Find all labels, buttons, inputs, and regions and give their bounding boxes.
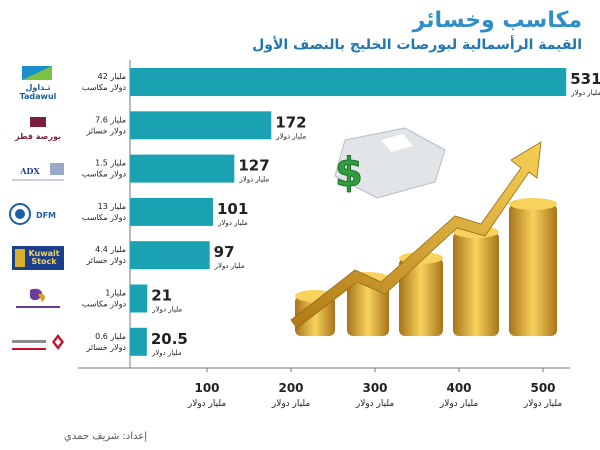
svg-text:Stock: Stock <box>31 257 57 266</box>
value-unit-label-3: مليار دولار <box>217 219 248 227</box>
change-amount-0: 42 مليار <box>98 72 126 81</box>
bahrain-bourse-logo <box>12 334 64 350</box>
gold-coins-growth-illustration: $ <box>290 127 557 336</box>
x-tick-label-4: 500 <box>530 381 555 395</box>
change-type-5: دولار مكاسب <box>82 300 127 309</box>
change-amount-5: 1مليار <box>105 289 126 298</box>
credit-text: إعداد: شريف حمدي <box>64 431 148 442</box>
change-amount-2: 1.5 مليار <box>95 159 126 168</box>
value-label-4: 97 <box>214 243 235 261</box>
change-type-6: دولار خسائر <box>85 343 126 352</box>
x-tick-label-0: 100 <box>194 381 219 395</box>
bar-0 <box>130 68 567 96</box>
change-amount-1: 7.6 مليار <box>95 115 126 124</box>
change-type-3: دولار مكاسب <box>82 213 127 222</box>
x-tick-label-1: 200 <box>278 381 303 395</box>
chart-subtitle: القيمة الرأسمالية لبورصات الخليج بالنصف … <box>252 37 582 53</box>
adx-logo: ADX <box>12 163 64 181</box>
value-label-3: 101 <box>217 200 248 218</box>
change-type-1: دولار خسائر <box>85 126 126 135</box>
value-unit-label-6: مليار دولار <box>151 349 182 357</box>
bar-4 <box>130 241 210 270</box>
puzzle-piece-icon <box>334 127 446 199</box>
qatar-exchange-logo: بورصة قطر <box>14 117 61 141</box>
chart-title: مكاسب وخسائر <box>412 8 582 33</box>
value-unit-label-5: مليار دولار <box>151 306 182 314</box>
bar-6 <box>130 327 147 356</box>
change-amount-3: 13 مليار <box>98 202 126 211</box>
value-label-1: 172 <box>275 113 306 131</box>
muscat-securities-logo <box>16 288 60 308</box>
value-label-6: 20.5 <box>151 330 188 348</box>
change-amount-6: 0.6 مليار <box>95 332 126 341</box>
value-label-5: 21 <box>151 287 172 305</box>
bar-1 <box>130 111 272 140</box>
change-type-2: دولار مكاسب <box>82 170 127 179</box>
dollar-sign-icon: $ <box>335 150 363 196</box>
svg-text:تـداول: تـداول <box>25 83 50 92</box>
x-tick-unit-1: مليار دولار <box>271 399 310 409</box>
bar-2 <box>130 154 235 183</box>
tadawul-logo: تـداول Tadawul <box>20 66 57 101</box>
x-tick-unit-2: مليار دولار <box>355 399 394 409</box>
svg-text:بورصة قطر: بورصة قطر <box>14 132 61 141</box>
rising-arrow-icon <box>290 141 542 329</box>
change-type-0: دولار مكاسب <box>82 83 127 92</box>
bar-3 <box>130 197 213 226</box>
svg-text:DFM: DFM <box>36 211 56 220</box>
x-tick-unit-0: مليار دولار <box>187 399 226 409</box>
value-unit-label-1: مليار دولار <box>275 132 306 140</box>
x-tick-unit-4: مليار دولار <box>523 399 562 409</box>
bar-5 <box>130 284 148 313</box>
x-tick-label-2: 300 <box>362 381 387 395</box>
kuwait-exchange-logo: Kuwait Stock <box>12 246 64 270</box>
dfm-logo: DFM <box>9 203 56 225</box>
x-tick-unit-3: مليار دولار <box>439 399 478 409</box>
value-unit-label-2: مليار دولار <box>238 176 269 184</box>
value-label-2: 127 <box>238 157 269 175</box>
value-label-0: 531 <box>570 70 600 88</box>
value-unit-label-4: مليار دولار <box>214 262 245 270</box>
x-tick-label-3: 400 <box>446 381 471 395</box>
change-type-4: دولار خسائر <box>85 256 126 265</box>
svg-text:Tadawul: Tadawul <box>20 92 57 101</box>
svg-text:ADX: ADX <box>19 166 40 176</box>
value-unit-label-0: مليار دولار <box>570 89 600 97</box>
svg-text:Kuwait: Kuwait <box>28 249 59 258</box>
change-amount-4: 4.4 مليار <box>95 245 126 254</box>
